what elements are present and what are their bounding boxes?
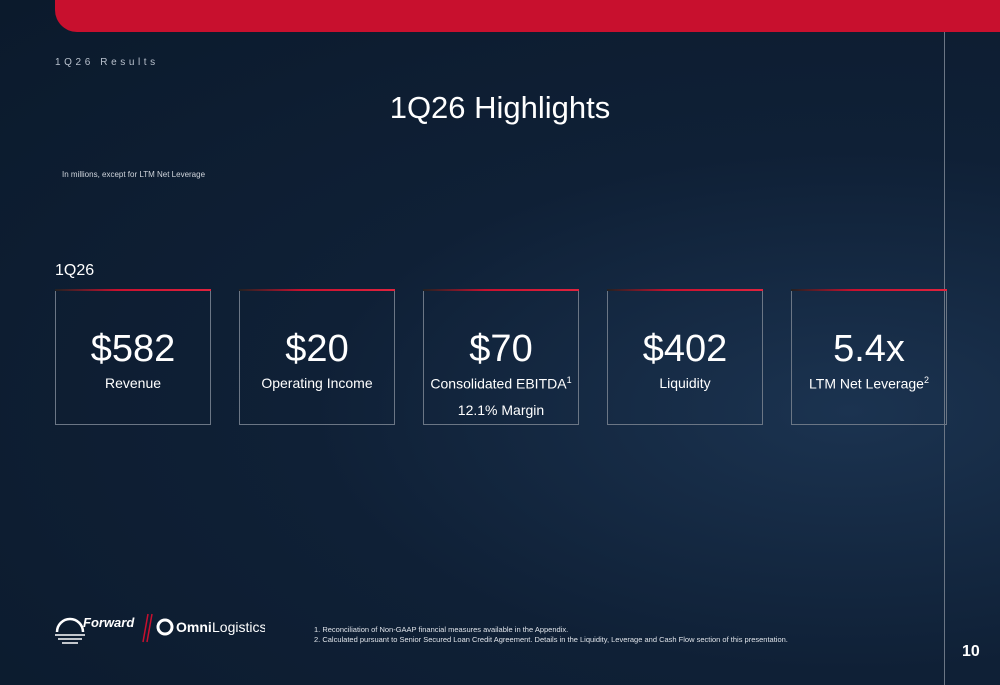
omni-icon [156,618,174,636]
kpi-label: Revenue [104,375,162,391]
kpi-card: $20 Operating Income [239,289,395,425]
top-bar [55,0,1000,32]
kpi-subtext: 12.1% Margin [457,401,545,418]
footnote: 2. Calculated pursuant to Senior Secured… [314,635,788,644]
kpi-label-line: Operating Income [240,375,394,391]
kpi-card: $70 Consolidated EBITDA1 12.1% Margin [423,289,579,425]
kpi-value: $582 [90,328,176,370]
kpi-value: $70 [469,328,533,370]
footnote-ref: 1 [566,375,572,385]
kpi-label: Operating Income [261,375,373,391]
kpi-label-line: Revenue [56,375,210,391]
kpi-label: LTM Net Leverage [809,375,924,392]
page-number: 10 [962,643,980,660]
logo-separator [146,613,153,643]
forward-logo: Forward [83,615,135,630]
kpi-card: $402 Liquidity [607,289,763,425]
kpi-card: 5.4x LTM Net Leverage2 [791,289,947,425]
footnote-ref: 2 [923,375,929,385]
forward-icon [55,617,85,633]
logo-separator [142,613,149,643]
title: 1Q26 Highlights [389,90,611,125]
kpi-label: Liquidity [659,375,711,391]
footnote: 1. Reconciliation of Non-GAAP financial … [314,625,569,634]
logos: Forward Omni Logistics [55,613,265,644]
divider [944,32,945,685]
kpi-label-line: Consolidated EBITDA1 [424,375,578,392]
kpi-card: $582 Revenue [55,289,211,425]
kpi-label: Consolidated EBITDA [430,375,567,392]
kpi-label-line: Liquidity [608,375,762,391]
kpi-value: $402 [642,328,728,370]
omni-logo: Omni [176,619,212,635]
logistics-logo: Logistics [212,619,265,635]
section-label: 1Q26 Results [55,57,159,68]
kpi-value: $20 [285,328,349,370]
period-label: 1Q26 [55,262,95,279]
kpi-value: 5.4x [833,328,905,370]
footnotes: 1. Reconciliation of Non-GAAP financial … [314,625,788,645]
note: In millions, except for LTM Net Leverage [62,170,206,179]
kpi-label-line: LTM Net Leverage2 [792,375,946,392]
